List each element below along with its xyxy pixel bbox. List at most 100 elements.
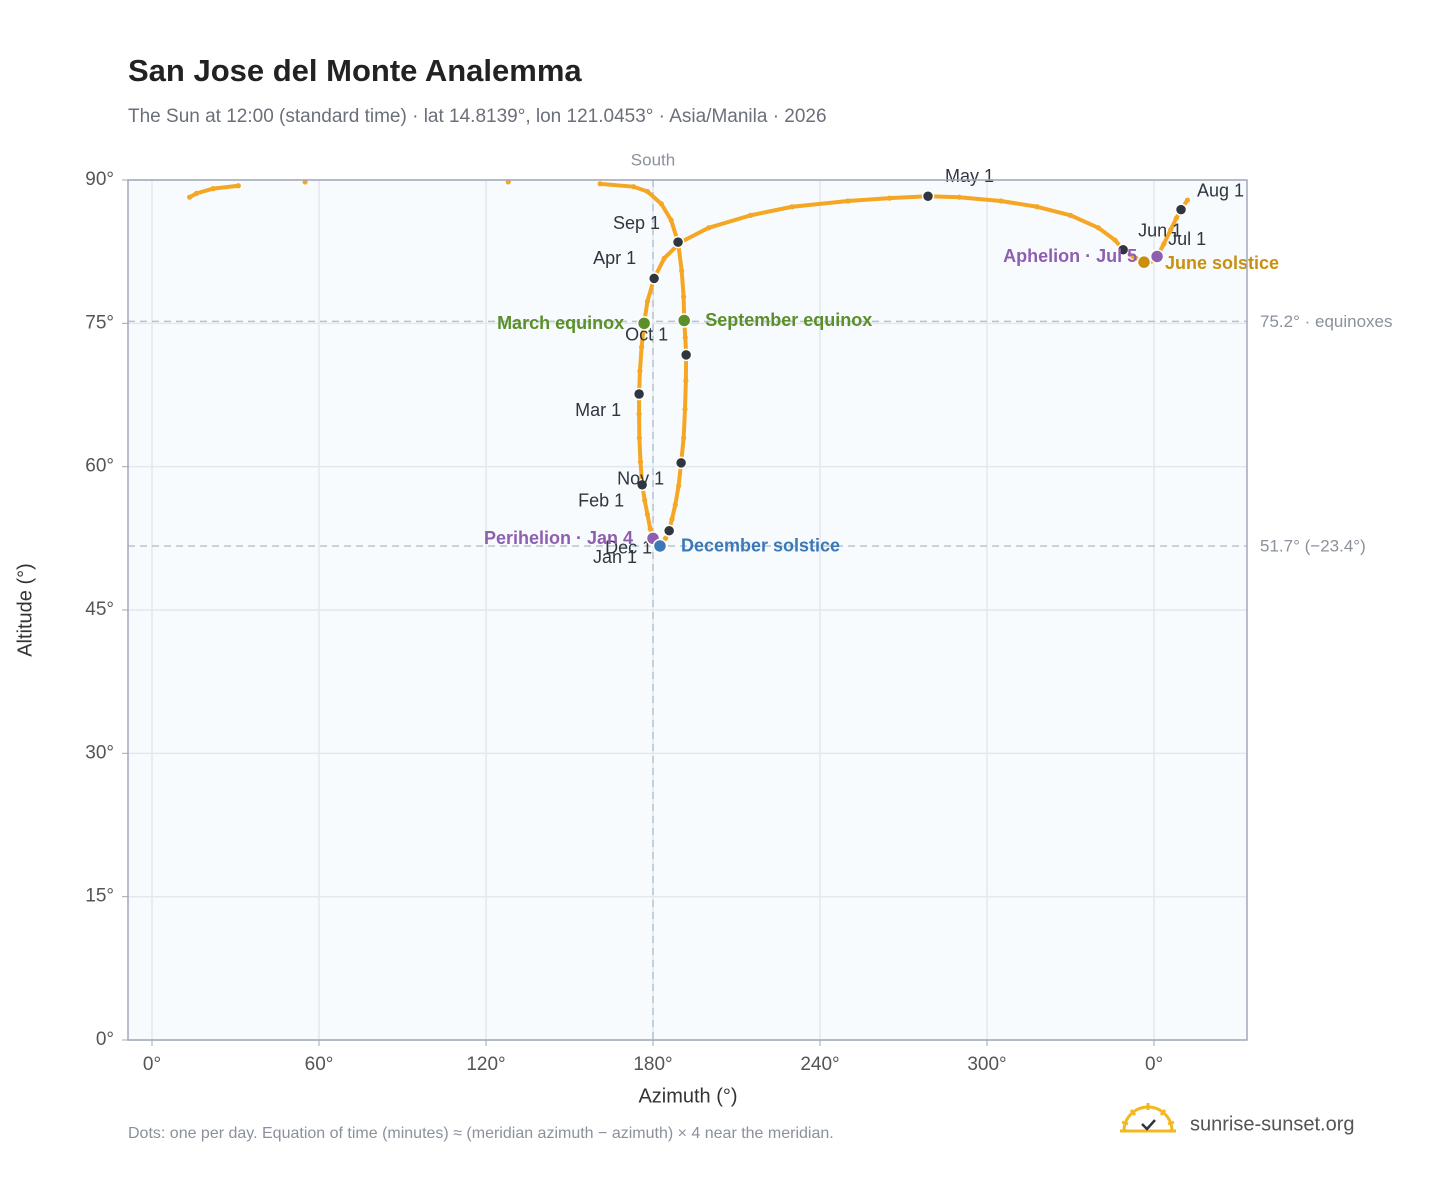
day-dot: [1034, 204, 1040, 210]
day-dot: [845, 198, 851, 204]
day-dot: [1184, 197, 1191, 203]
event-dot: [676, 313, 692, 328]
month-dot: [632, 387, 646, 401]
curve-segment: [1068, 213, 1101, 230]
y-tick-label: 15°: [85, 886, 114, 907]
day-dot: [998, 198, 1004, 204]
y-tick-label: 90°: [85, 169, 114, 190]
event-label: June solstice: [1165, 253, 1279, 273]
day-dot: [887, 195, 893, 201]
event-dot: [1149, 249, 1165, 264]
day-dot: [637, 368, 643, 374]
curve-segment: [706, 213, 753, 230]
day-dot: [636, 435, 642, 441]
month-dot: [1174, 203, 1188, 216]
chart-subtitle: The Sun at 12:00 (standard time) · lat 1…: [128, 106, 827, 127]
month-dot: [635, 478, 649, 492]
day-dot: [672, 502, 678, 508]
month-dot: [1116, 243, 1130, 257]
x-tick-label: 240°: [800, 1054, 839, 1075]
day-dot: [682, 335, 688, 341]
event-label: December solstice: [681, 536, 840, 556]
day-dot: [706, 225, 712, 231]
month-dot: [671, 235, 685, 249]
curve-segment: [998, 199, 1040, 209]
curve-segment: [194, 186, 216, 196]
event-dot: [1136, 254, 1152, 270]
brand: sunrise-sunset.org: [1190, 1113, 1355, 1135]
reference-label: South: [631, 150, 675, 169]
day-dot: [210, 186, 216, 192]
x-tick-label: 0°: [1145, 1054, 1163, 1075]
day-dot: [644, 511, 651, 518]
x-tick-label: 120°: [466, 1054, 505, 1075]
curve-segment: [211, 183, 241, 191]
reference-label: 51.7° (−23.4°): [1260, 536, 1366, 555]
day-dot: [658, 201, 664, 207]
day-dot: [683, 378, 689, 384]
day-dot: [636, 411, 642, 417]
month-dot: [647, 272, 661, 285]
y-tick-label: 75°: [85, 312, 114, 333]
curve-segment: [957, 195, 1003, 204]
day-dot: [647, 526, 653, 532]
month-label: Jul 1: [1168, 229, 1206, 249]
month-label: Jun 1: [1138, 221, 1182, 241]
day-dot: [679, 268, 685, 274]
day-dot: [668, 217, 674, 223]
day-dot: [1168, 227, 1174, 233]
day-dot: [682, 406, 688, 412]
day-dot: [676, 483, 682, 489]
event-label: Aphelion · Jul 5: [1003, 246, 1137, 266]
x-tick-label: 0°: [143, 1054, 161, 1075]
day-dot: [637, 459, 644, 465]
curve-segment: [659, 201, 674, 223]
day-dot: [597, 181, 603, 187]
y-tick-label: 30°: [85, 742, 114, 763]
day-dot: [644, 298, 651, 304]
event-label: March equinox: [497, 313, 624, 333]
month-label: Apr 1: [593, 248, 636, 268]
day-dot: [639, 344, 645, 350]
month-label: May 1: [945, 166, 994, 186]
x-axis-label: Azimuth (°): [638, 1085, 737, 1107]
day-dot: [1112, 237, 1118, 243]
curve-segment: [637, 436, 643, 464]
month-label: Sep 1: [613, 213, 660, 233]
curve-segment: [598, 181, 636, 189]
x-tick-label: 300°: [967, 1054, 1006, 1075]
event-dot: [636, 316, 652, 331]
event-label: September equinox: [705, 310, 872, 330]
day-dot: [956, 194, 962, 200]
curve-segment: [1096, 225, 1118, 243]
curve-segment: [887, 194, 931, 201]
day-dot: [1130, 253, 1136, 260]
y-axis-label: Altitude (°): [14, 563, 36, 657]
curve-segment: [1161, 227, 1173, 247]
month-label: Dec 1: [605, 537, 652, 557]
curve-segment: [637, 345, 644, 374]
day-dot: [644, 188, 651, 195]
event-dot: [652, 538, 668, 554]
footnote: Dots: one per day. Equation of time (min…: [128, 1125, 834, 1142]
day-dot: [789, 204, 795, 210]
month-label: Feb 1: [578, 491, 624, 511]
month-label: Nov 1: [617, 469, 664, 489]
day-dot: [662, 535, 669, 541]
day-dot: [642, 497, 648, 503]
curve-segment: [683, 378, 688, 412]
curve-segment: [1035, 204, 1073, 218]
month-dot: [674, 456, 688, 470]
brand-logo: [1120, 1103, 1176, 1133]
x-tick-label: 60°: [305, 1054, 334, 1075]
event-label: Perihelion · Jan 4: [484, 528, 633, 548]
day-dot: [747, 212, 754, 218]
month-dot: [679, 348, 693, 362]
day-dot: [1161, 241, 1167, 247]
day-dot: [1067, 212, 1074, 218]
curve-segment: [678, 225, 711, 245]
month-dot: [921, 189, 935, 203]
day-dot: [193, 190, 200, 196]
